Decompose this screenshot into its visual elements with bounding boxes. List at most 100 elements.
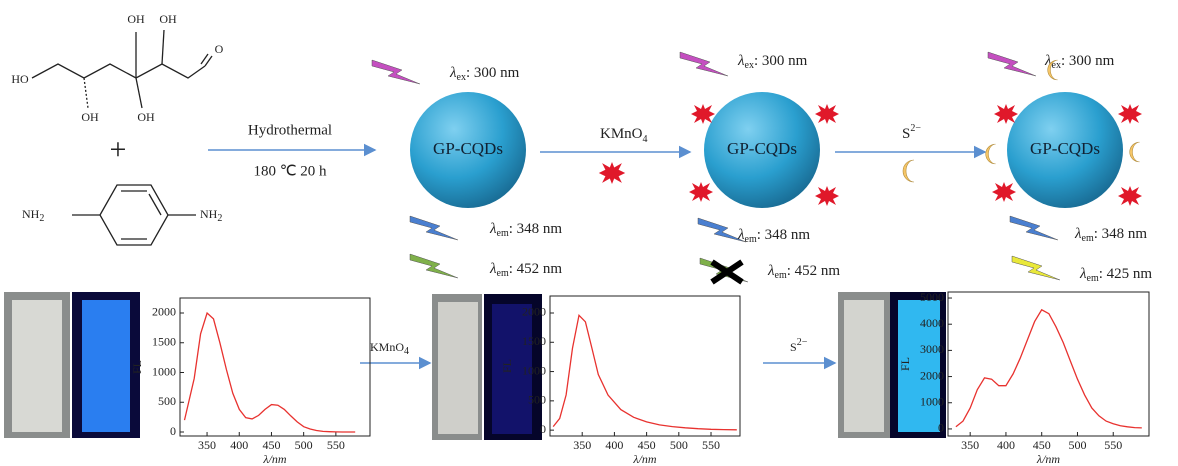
condition: 180 ℃ 20 h — [253, 163, 327, 179]
value: : 348 nm — [509, 221, 563, 237]
x-tick-label: 400 — [230, 438, 248, 452]
quencher — [815, 104, 839, 124]
subscript: 4 — [643, 134, 648, 145]
value: : 300 nm — [1061, 53, 1115, 69]
y-tick-label: 2000 — [152, 305, 176, 319]
x-tick-label: 550 — [1104, 438, 1122, 452]
subscript: em — [497, 228, 509, 239]
y-tick-label: 5000 — [920, 290, 944, 304]
subscript: em — [745, 234, 757, 245]
atom-label: OH — [159, 12, 177, 26]
particle-label: GP-CQDs — [1030, 139, 1100, 158]
x-tick-label: 550 — [702, 438, 720, 452]
quencher — [992, 182, 1016, 202]
y-tick-label: 4000 — [920, 316, 944, 330]
sulfide — [1130, 142, 1140, 162]
quencher — [1118, 186, 1142, 206]
photos — [4, 292, 946, 440]
wavelength-label: λem: 348 nm — [489, 221, 562, 239]
condition: Hydrothermal — [248, 122, 332, 138]
x-tick-label: 500 — [670, 438, 688, 452]
value: : 452 nm — [787, 263, 841, 279]
x-tick-label: 450 — [262, 438, 280, 452]
lightning — [410, 254, 458, 278]
y-tick-label: 0 — [170, 424, 176, 438]
wavelength-label: λex: 300 nm — [1044, 53, 1115, 71]
sulfide — [986, 144, 996, 164]
subscript: 4 — [404, 346, 409, 357]
value: : 348 nm — [757, 227, 811, 243]
y-axis-label: FL — [898, 357, 912, 371]
formula: KMnO — [370, 340, 404, 354]
x-tick-label: 400 — [605, 438, 623, 452]
plus: + — [110, 133, 127, 166]
y-tick-label: 500 — [158, 394, 176, 408]
subscript: em — [1082, 233, 1094, 244]
spectrum-line — [956, 310, 1142, 428]
x-tick-label: 450 — [1033, 438, 1051, 452]
lightning — [410, 216, 458, 240]
subscript: ex — [457, 72, 466, 83]
y-axis-label: FL — [500, 359, 514, 373]
y-tick-label: 0 — [938, 421, 944, 435]
reagent: S2− — [902, 123, 921, 142]
value: : 348 nm — [1094, 226, 1148, 242]
lightning — [372, 60, 420, 84]
wavelength-label: λem: 452 nm — [489, 261, 562, 279]
x-axis-label: λ/nm — [632, 452, 657, 466]
wavelength-label: λem: 452 nm — [767, 263, 840, 281]
wavelength-label: λex: 300 nm — [737, 53, 808, 71]
scheme: HO OH OH O OH OH + NH2 NH2 Hydrothermal … — [0, 0, 1178, 466]
y-tick-label: 2000 — [920, 368, 944, 382]
atom-label: OH — [81, 110, 99, 124]
subscript: ex — [745, 60, 754, 71]
superscript: 2− — [910, 123, 921, 134]
x-tick-label: 350 — [961, 438, 979, 452]
wavelength-label: λem: 348 nm — [1074, 226, 1147, 244]
reagent: KMnO4 — [600, 126, 648, 145]
x-tick-label: 550 — [327, 438, 345, 452]
atom-label: OH — [137, 110, 155, 124]
value: : 425 nm — [1099, 266, 1153, 282]
reagent: S2− — [790, 337, 808, 353]
spectrum-line — [553, 315, 737, 430]
x-tick-label: 450 — [638, 438, 656, 452]
x-tick-label: 500 — [295, 438, 313, 452]
subscript: em — [775, 270, 787, 281]
amine-label: NH2 — [22, 207, 44, 225]
atom-label: O — [215, 42, 224, 56]
y-tick-label: 500 — [528, 393, 546, 407]
spectrum-line — [185, 313, 356, 432]
particle-label: GP-CQDs — [433, 139, 503, 158]
quencher — [691, 104, 715, 124]
formula: S — [790, 340, 797, 354]
y-tick-label: 1000 — [522, 363, 546, 377]
atom: NH — [200, 207, 218, 221]
atom-label: OH — [127, 12, 145, 26]
x-axis-label: λ/nm — [262, 452, 287, 466]
atom: NH — [22, 207, 40, 221]
x-tick-label: 400 — [997, 438, 1015, 452]
quencher — [689, 182, 713, 202]
x-tick-label: 350 — [573, 438, 591, 452]
particle-label: GP-CQDs — [727, 139, 797, 158]
glucose: HO OH OH O OH OH — [11, 12, 223, 124]
y-axis-label: FL — [130, 360, 144, 374]
y-tick-label: 2000 — [522, 305, 546, 319]
x-tick-label: 350 — [198, 438, 216, 452]
x-tick-label: 500 — [1068, 438, 1086, 452]
reagent: KMnO4 — [370, 340, 409, 358]
wavelength-label: λem: 425 nm — [1079, 266, 1152, 284]
quencher — [815, 186, 839, 206]
lightning — [680, 52, 728, 76]
value: : 452 nm — [509, 261, 563, 277]
atom-label: HO — [11, 72, 29, 86]
formula: KMnO — [600, 126, 643, 142]
y-tick-label: 1000 — [920, 394, 944, 408]
y-tick-label: 1000 — [152, 364, 176, 378]
lightning — [1010, 216, 1058, 240]
wavelength-label: λex: 300 nm — [449, 65, 520, 83]
subscript: 2 — [39, 213, 44, 224]
subscript: em — [1087, 273, 1099, 284]
wavelength-label: λem: 348 nm — [737, 227, 810, 245]
